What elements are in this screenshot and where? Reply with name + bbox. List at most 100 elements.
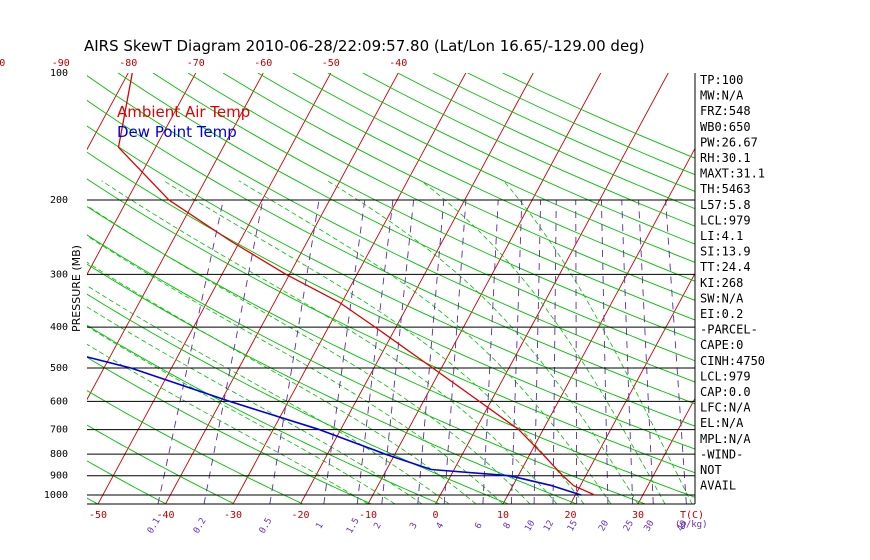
stability-index-item: -WIND-: [700, 447, 743, 461]
mixing-ratio-line: [621, 200, 634, 504]
dry-adiabat-line: [502, 73, 695, 159]
stability-index-item: CINH:4750: [700, 354, 765, 368]
bottom-temp-tick-label: 20: [564, 510, 576, 521]
dry-adiabat-line: [87, 390, 304, 504]
mixing-ratio-tick-label: 12: [542, 519, 556, 533]
dry-adiabat-line: [152, 73, 695, 341]
top-temp-tick-label: -80: [119, 58, 137, 69]
mixing-ratio-tick-label: 15: [566, 519, 580, 533]
stability-index-item: MAXT:31.1: [700, 167, 765, 181]
stability-index-item: RH:30.1: [700, 151, 751, 165]
moist-adiabat-line: [327, 180, 639, 504]
stability-index-item: LCL:979: [700, 213, 751, 227]
mixing-ratio-tick-label: 25: [622, 519, 636, 533]
stability-index-item: MW:N/A: [700, 89, 744, 103]
bottom-temp-tick-label: -10: [359, 510, 377, 521]
mixing-ratio-line: [638, 200, 654, 504]
moist-adiabat-line: [163, 180, 585, 504]
stability-index-item: L57:5.8: [700, 198, 751, 212]
bottom-temp-tick-label: -20: [291, 510, 309, 521]
moist-adiabat-line: [238, 180, 612, 504]
series-dew-point-temp-line: [87, 356, 582, 496]
dry-adiabat-line: [87, 424, 235, 504]
dry-adiabat-line: [87, 178, 695, 474]
mixing-ratio-line: [665, 200, 687, 504]
bottom-temp-tick-label: -40: [156, 510, 174, 521]
stability-index-item: EL:N/A: [700, 416, 744, 430]
bottom-temp-tick-label: 0: [432, 510, 438, 521]
stability-index-item: CAP:0.0: [700, 385, 751, 399]
mixing-ratio-tick-label: 8: [502, 521, 513, 531]
stability-index-item: NOT: [700, 463, 722, 477]
pressure-tick-label: 700: [50, 425, 68, 436]
series-ambient-air-temp-line: [117, 73, 596, 496]
isotherm-line: [841, 73, 870, 504]
stability-index-item: EI:0.2: [700, 307, 743, 321]
pressure-tick-label: 300: [50, 269, 68, 280]
dry-adiabat-line: [117, 73, 695, 362]
dry-adiabat-line: [87, 460, 167, 504]
mixing-ratio-tick-label: 30: [643, 519, 657, 533]
dry-adiabat-line: [87, 75, 695, 383]
isotherm-line: [502, 147, 695, 504]
stability-index-item: TP:100: [700, 73, 743, 87]
pressure-tick-label: 800: [50, 449, 68, 460]
moist-adiabat-line: [87, 235, 504, 504]
moist-adiabat-line: [87, 285, 450, 504]
isotherm-line: [87, 73, 264, 401]
mixing-ratio-line: [533, 200, 542, 504]
moist-adiabat-line: [87, 325, 396, 504]
bottom-temp-tick-label: -50: [89, 510, 107, 521]
dry-adiabat-line: [87, 234, 646, 504]
mixing-ratio-line: [356, 199, 394, 504]
mixing-ratio-line: [443, 200, 467, 504]
dry-adiabat-line: [187, 73, 695, 321]
isotherm-line: [97, 73, 332, 504]
mixing-ratio-line: [575, 200, 578, 504]
dry-adiabat-line: [327, 73, 695, 245]
isotherm-line: [232, 73, 467, 504]
isotherm-line: [773, 73, 870, 504]
isotherm-line: [570, 272, 695, 504]
dry-adiabat-line: [87, 125, 695, 427]
moist-adiabat-line: [420, 180, 666, 504]
top-temp-tick-label: -60: [254, 58, 272, 69]
pressure-tick-label: 500: [50, 363, 68, 374]
isotherm-line: [637, 397, 695, 504]
top-temp-tick-label: -90: [52, 58, 70, 69]
stability-index-item: FRZ:548: [700, 104, 751, 118]
stability-index-item: LFC:N/A: [700, 401, 751, 415]
dry-adiabat-line: [292, 73, 695, 263]
isotherm-line: [87, 73, 197, 276]
isotherm-line: [0, 73, 61, 504]
bottom-temp-tick-label: 30: [632, 510, 644, 521]
isotherm-line: [87, 73, 129, 151]
dry-adiabat-line: [87, 151, 695, 450]
top-temp-tick-label: -50: [322, 58, 340, 69]
mixing-ratio-tick-label: 4: [435, 521, 446, 531]
mixing-ratio-line: [510, 200, 523, 504]
dry-adiabat-line: [87, 263, 577, 504]
bottom-temp-tick-label: -30: [224, 510, 242, 521]
dry-adiabat-line: [222, 73, 695, 301]
pressure-tick-label: 1000: [44, 490, 68, 501]
mixing-ratio-tick-label: 2: [372, 521, 383, 531]
pressure-tick-label: 400: [50, 322, 68, 333]
moist-adiabat-line: [87, 343, 369, 504]
mixing-ratio-line: [552, 200, 557, 504]
isotherm-line: [435, 73, 669, 504]
mixing-ratio-line: [600, 200, 609, 504]
stability-index-item: MPL:N/A: [700, 432, 751, 446]
mixing-ratio-tick-label: 1: [314, 521, 325, 531]
pressure-tick-label: 900: [50, 471, 68, 482]
stability-index-item: AVAIL: [700, 479, 736, 493]
stability-index-item: TT:24.4: [700, 260, 751, 274]
chart-title: AIRS SkewT Diagram 2010-06-28/22:09:57.8…: [84, 37, 645, 55]
axis-labels: 1002003004005006007008009001000-120-110-…: [0, 58, 708, 536]
stability-index-item: TH:5463: [700, 182, 751, 196]
bottom-temp-tick-label: 10: [497, 510, 509, 521]
mixing-ratio-line: [482, 200, 499, 504]
